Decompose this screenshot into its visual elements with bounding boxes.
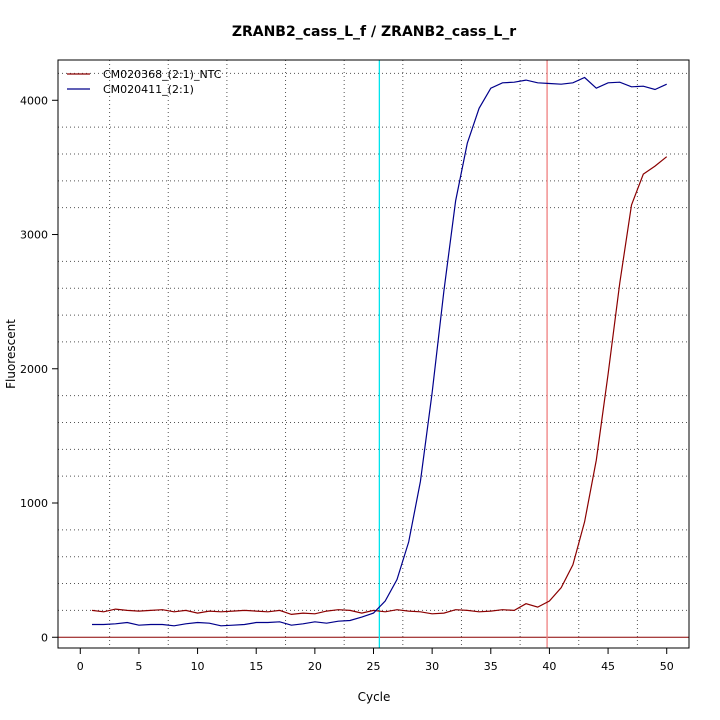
series-layer (91, 76, 668, 627)
legend: CM020368_(2:1)_NTC CM020411_(2:1) (67, 68, 222, 96)
y-tick-label: 2000 (20, 363, 48, 376)
x-tick-label: 15 (249, 660, 263, 673)
y-axis-label: Fluorescent (4, 319, 18, 389)
x-tick-label: 20 (308, 660, 322, 673)
y-tick-label: 0 (41, 631, 48, 644)
y-tick-label: 3000 (20, 229, 48, 242)
x-tick-label: 30 (425, 660, 439, 673)
y-tick-label: 1000 (20, 497, 48, 510)
legend-label-2: CM020411_(2:1) (103, 83, 194, 96)
chart-title: ZRANB2_cass_L_f / ZRANB2_cass_L_r (232, 24, 516, 40)
series-line-2 (92, 76, 667, 627)
x-tick-label: 0 (77, 660, 84, 673)
grid (58, 60, 689, 648)
x-tick-label: 45 (601, 660, 615, 673)
x-tick-label: 5 (135, 660, 142, 673)
x-axis: 0 5 10 15 20 25 30 35 40 45 50 (77, 648, 674, 673)
y-axis: 0 1000 2000 3000 4000 (20, 94, 58, 644)
legend-label-1: CM020368_(2:1)_NTC (103, 68, 222, 81)
x-tick-label: 40 (542, 660, 556, 673)
reference-lines (58, 60, 689, 648)
x-tick-label: 50 (660, 660, 674, 673)
x-tick-label: 35 (484, 660, 498, 673)
x-tick-label: 25 (367, 660, 381, 673)
x-tick-label: 10 (191, 660, 205, 673)
x-axis-label: Cycle (358, 690, 391, 704)
plot-frame (57, 59, 690, 649)
series-line-1 (91, 156, 668, 616)
y-tick-label: 4000 (20, 94, 48, 107)
